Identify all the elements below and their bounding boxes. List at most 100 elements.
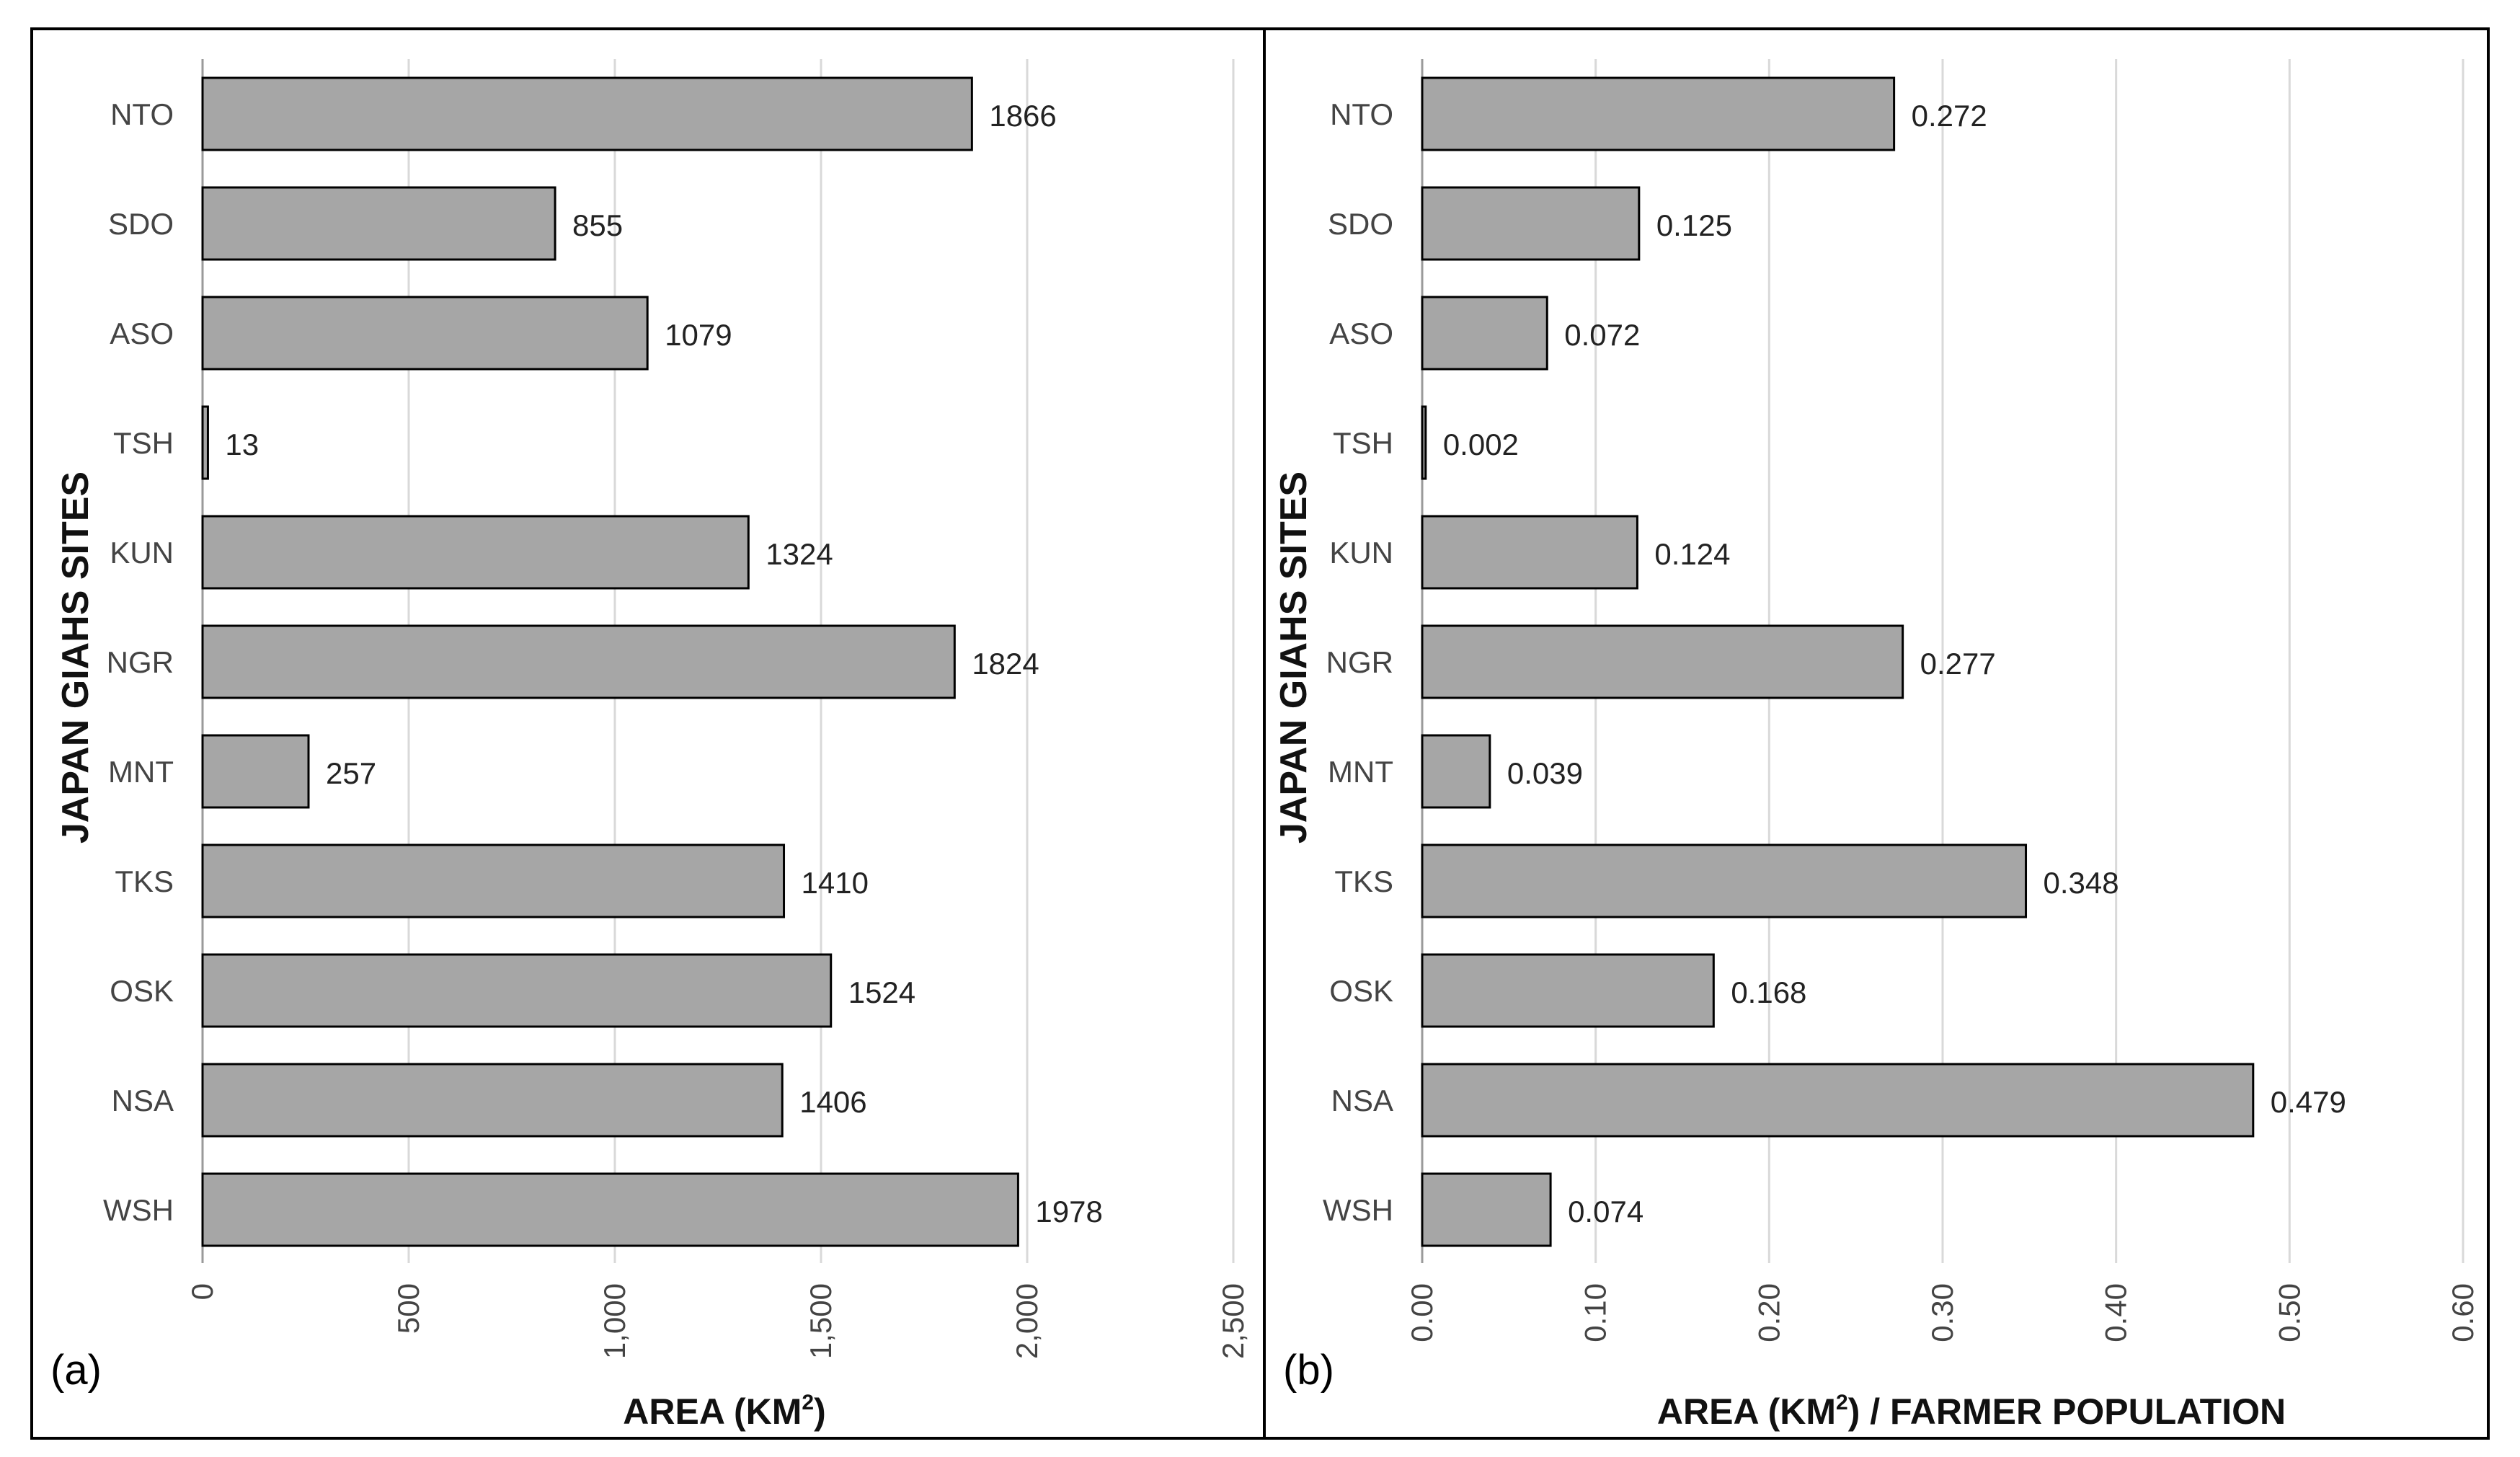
panel-a-tick-label: 500 [391, 1283, 425, 1334]
panel-a-bar-aso [201, 296, 649, 371]
panel-b-bar-tks [1421, 843, 2028, 918]
panel-a-category-kun: KUN [110, 536, 174, 570]
panel-a-bar-nto [201, 76, 973, 151]
panel-a: NTO SDO ASO TSH KUN NGR MNT TKS OSK NSA WSH 1866 85… [30, 27, 1266, 1440]
panel-a-x-axis-title-main: AREA (KM [623, 1391, 802, 1432]
panel-a-category-nsa: NSA [112, 1084, 174, 1117]
panel-b-x-axis-title: AREA (KM2) / FARMER POPULATION [1657, 1391, 2286, 1432]
panel-b-category-ngr: NGR [1326, 645, 1393, 679]
panel-b-tick-label: 0.00 [1405, 1283, 1439, 1342]
panel-a-bar-sdo [201, 186, 556, 261]
panel-b-label: (b) [1283, 1347, 1334, 1394]
panel-b-value-labels: 0.272 0.125 0.072 0.002 0.124 0.277 0.039 0.348… [1443, 99, 2346, 1228]
panel-a-category-tsh: TSH [113, 426, 174, 460]
panel-b-value-label-tks: 0.348 [2044, 866, 2119, 900]
panel-b-frame [1263, 27, 2490, 1440]
panel-a-x-axis-title-sup: 2 [802, 1391, 814, 1414]
panel-a-category-osk: OSK [110, 974, 174, 1008]
panel-a-tick-label: 0 [185, 1283, 219, 1300]
panel-b-value-label-ngr: 0.277 [1920, 647, 1996, 681]
panel-a-value-label-aso: 1079 [665, 318, 732, 352]
panel-b-category-tsh: TSH [1333, 426, 1393, 460]
panel-a-category-nto: NTO [110, 97, 174, 131]
panel-a-tick-label: 1,500 [804, 1283, 838, 1359]
panel-a-value-label-wsh: 1978 [1035, 1195, 1102, 1228]
panel-a-category-ngr: NGR [107, 645, 174, 679]
panel-a-category-aso: ASO [110, 316, 174, 350]
panel-a-value-label-ngr: 1824 [972, 647, 1039, 681]
panel-a-tick-label: 2,000 [1010, 1283, 1044, 1359]
panel-b-value-label-nsa: 0.479 [2271, 1085, 2346, 1119]
panel-b-value-label-nto: 0.272 [1912, 99, 1987, 133]
panel-a-value-label-tks: 1410 [802, 866, 869, 900]
panel-b-value-label-tsh: 0.002 [1443, 428, 1519, 461]
panel-b-bar-nsa [1421, 1063, 2255, 1138]
panel-b-category-osk: OSK [1329, 974, 1393, 1008]
panel-a-x-axis-title: AREA (KM2) [623, 1391, 825, 1432]
panel-b-category-aso: ASO [1329, 316, 1393, 350]
panel-b-bar-osk [1421, 953, 1715, 1028]
panel-a-tick-labels: 0 500 1,000 1,500 2,000 2,500 [185, 1283, 1250, 1359]
panel-b-tick-label: 0.50 [2272, 1283, 2306, 1342]
panel-a-value-label-nsa: 1406 [799, 1085, 866, 1119]
panel-b-category-mnt: MNT [1328, 755, 1393, 789]
panel-b-category-kun: KUN [1329, 536, 1393, 570]
panel-b-value-label-wsh: 0.074 [1568, 1195, 1643, 1228]
panel-b-x-axis-title-main: AREA (KM [1657, 1391, 1836, 1432]
panel-a-bar-mnt [201, 734, 310, 809]
panel-a-bar-tks [201, 843, 786, 918]
panel-b-category-nto: NTO [1330, 97, 1393, 131]
panel-b-value-label-mnt: 0.039 [1507, 756, 1583, 790]
panel-a-value-labels: 1866 855 1079 13 1324 1824 257 1410 1524 1406 1978 [225, 99, 1102, 1228]
panel-b-bar-mnt [1421, 734, 1491, 809]
panel-b-category-nsa: NSA [1331, 1084, 1393, 1117]
panel-b-value-label-osk: 0.168 [1731, 975, 1806, 1009]
panel-a-value-label-tsh: 13 [225, 428, 259, 461]
panel-b-category-sdo: SDO [1328, 207, 1393, 241]
panel-a-category-labels: NTO SDO ASO TSH KUN NGR MNT TKS OSK NSA WSH [103, 97, 174, 1227]
panel-b-value-label-kun: 0.124 [1654, 537, 1730, 571]
panel-a-value-label-mnt: 257 [326, 756, 376, 790]
panel-a-bar-kun [201, 515, 750, 590]
panel-a-bar-tsh [201, 405, 209, 480]
panel-a-value-label-sdo: 855 [572, 208, 623, 242]
panel-a-bar-ngr [201, 624, 956, 699]
panel-a-bar-osk [201, 953, 833, 1028]
panel-b-bars [1421, 76, 2255, 1247]
panel-b-bar-kun [1421, 515, 1638, 590]
panel-b-bar-aso [1421, 296, 1548, 371]
panel-b-bar-nto [1421, 76, 1896, 151]
panel-b-value-label-sdo: 0.125 [1656, 208, 1732, 242]
panel-b-tick-label: 0.60 [2446, 1283, 2480, 1342]
panel-b-tick-label: 0.30 [1925, 1283, 1959, 1342]
panel-a-value-label-nto: 1866 [989, 99, 1056, 133]
panel-b-tick-label: 0.40 [2099, 1283, 2133, 1342]
panel-a-value-label-kun: 1324 [766, 537, 833, 571]
panel-a-label: (a) [50, 1347, 102, 1394]
panel-b-bar-sdo [1421, 186, 1641, 261]
panel-b-tick-label: 0.10 [1579, 1283, 1612, 1342]
panel-a-bar-nsa [201, 1063, 784, 1138]
panel-b-x-axis-title-sup: 2 [1836, 1391, 1848, 1414]
panel-b-category-tks: TKS [1334, 864, 1393, 898]
panel-b-category-labels: NTO SDO ASO TSH KUN NGR MNT TKS OSK NSA WSH [1323, 97, 1393, 1227]
panel-b-value-label-aso: 0.072 [1564, 318, 1640, 352]
panel-a-bars [201, 76, 1019, 1247]
panel-b-bar-tsh [1421, 405, 1427, 480]
panel-b-bar-wsh [1421, 1172, 1552, 1247]
panel-a-x-axis-title-tail: ) [814, 1391, 826, 1432]
panel-a-bar-wsh [201, 1172, 1019, 1247]
panel-a-value-label-osk: 1524 [848, 975, 915, 1009]
panel-a-y-axis-title: JAPAN GIAHS SITES [55, 471, 97, 843]
panel-b-tick-labels: 0.00 0.10 0.20 0.30 0.40 0.50 0.60 [1405, 1283, 2480, 1342]
panel-a-tick-label: 2,500 [1216, 1283, 1250, 1359]
panel-a-category-tks: TKS [115, 864, 174, 898]
panel-b-x-axis-title-tail: ) / FARMER POPULATION [1848, 1391, 2286, 1432]
panel-a-category-sdo: SDO [108, 207, 174, 241]
panel-a-tick-label: 1,000 [598, 1283, 631, 1359]
panel-b-y-axis-title: JAPAN GIAHS SITES [1273, 471, 1315, 843]
panel-b-bar-ngr [1421, 624, 1904, 699]
panel-b-category-wsh: WSH [1323, 1193, 1393, 1227]
